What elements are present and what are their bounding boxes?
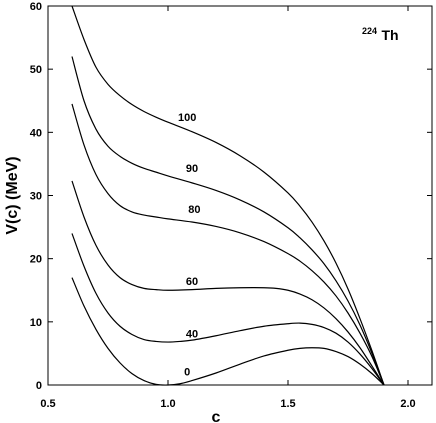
x-tick-label: 2.0 bbox=[400, 398, 415, 410]
y-tick-label: 10 bbox=[30, 317, 42, 329]
curve-100 bbox=[71, 5, 385, 386]
y-tick-label: 30 bbox=[30, 191, 42, 203]
y-tick-label: 60 bbox=[30, 1, 42, 13]
x-axis-title: c bbox=[212, 409, 221, 423]
y-tick-label: 40 bbox=[30, 127, 42, 139]
nucleus-annotation: 224 Th bbox=[362, 21, 399, 43]
y-tick-label: 0 bbox=[36, 380, 42, 392]
curve-label-40: 40 bbox=[186, 329, 198, 341]
curve-90 bbox=[71, 56, 385, 386]
curve-60 bbox=[71, 180, 385, 386]
x-tick-label: 0.5 bbox=[40, 398, 55, 410]
curve-label-90: 90 bbox=[186, 163, 198, 175]
series-curves bbox=[71, 5, 385, 386]
curve-label-0: 0 bbox=[184, 367, 190, 379]
curve-40 bbox=[71, 233, 385, 386]
curve-0 bbox=[71, 277, 385, 386]
plot-frame bbox=[47, 5, 433, 386]
axis-ticks: 0.5 1.0 1.5 2.0 0 10 20 30 40 50 60 bbox=[30, 1, 432, 410]
x-tick-label: 1.5 bbox=[280, 398, 295, 410]
curve-label-100: 100 bbox=[178, 112, 196, 124]
y-tick-label: 20 bbox=[30, 254, 42, 266]
curve-label-60: 60 bbox=[186, 276, 198, 288]
curve-label-80: 80 bbox=[188, 204, 200, 216]
mass-number: 224 bbox=[362, 26, 377, 36]
y-tick-label: 50 bbox=[30, 64, 42, 76]
curve-80 bbox=[71, 103, 385, 386]
y-axis-title: V(c) (MeV) bbox=[4, 156, 21, 234]
element-symbol: Th bbox=[381, 27, 398, 43]
series-labels: 0 40 60 80 90 100 bbox=[178, 112, 201, 379]
x-tick-label: 1.0 bbox=[160, 398, 175, 410]
